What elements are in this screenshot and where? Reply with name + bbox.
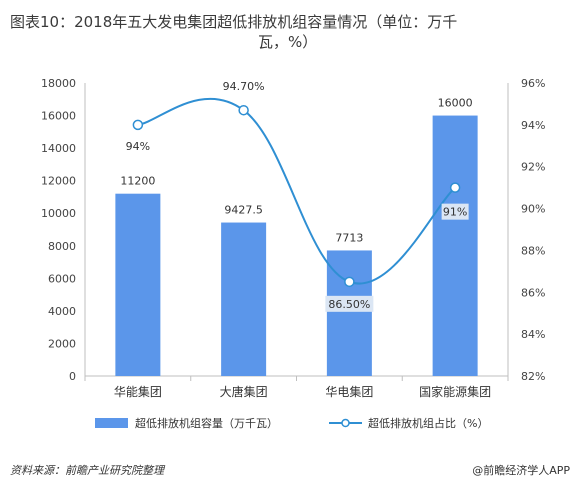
bar-data-label: 11200	[120, 175, 155, 188]
bar-data-label: 16000	[438, 97, 473, 110]
y-left-tick-label: 10000	[41, 207, 76, 220]
bar-data-label: 9427.5	[224, 204, 263, 217]
y-left-tick-label: 12000	[41, 175, 76, 188]
line-path	[137, 97, 456, 285]
line-point	[449, 182, 461, 193]
y-left-tick-label: 2000	[48, 337, 76, 350]
x-tick-label: 大唐集团	[220, 384, 268, 399]
line-series	[132, 97, 461, 288]
y-right-tick-label: 90%	[521, 203, 545, 216]
line-point	[132, 119, 144, 131]
x-tick-label: 华电集团	[325, 384, 373, 399]
source-note: 资料来源：前瞻产业研究院整理	[10, 464, 164, 477]
y-left-tick-label: 4000	[48, 305, 76, 318]
y-left-tick-label: 14000	[41, 142, 76, 155]
y-right-tick-label: 88%	[521, 244, 545, 257]
line-data-label: 94%	[126, 140, 150, 153]
combo-chart: 0 2000 4000 6000 8000 10000 12000 14000 16000 180…	[41, 77, 545, 430]
x-tick-label: 华能集团	[114, 384, 162, 399]
x-tick-label: 国家能源集团	[419, 384, 491, 399]
line-data-label: 86.50%	[328, 298, 370, 311]
y-right-tick-label: 96%	[521, 77, 545, 90]
chart-title-line1: 图表10：2018年五大发电集团超低排放机组容量情况（单位：万千	[10, 13, 458, 31]
line-data-label: 94.70%	[223, 80, 265, 93]
y-left-tick-label: 6000	[48, 272, 76, 285]
line-data-labels: 94% 94.70% 86.50% 91%	[126, 80, 469, 312]
bar	[221, 222, 267, 376]
brand-credit: @前瞻经济学人APP	[472, 464, 570, 477]
line-data-label: 91%	[443, 206, 467, 219]
footer: 资料来源：前瞻产业研究院整理 @前瞻经济学人APP	[10, 459, 570, 479]
line-label-box	[325, 295, 374, 312]
y-right-tick-label: 84%	[521, 328, 545, 341]
bar-data-label: 7713	[335, 231, 363, 244]
line-point	[344, 276, 355, 288]
x-tick-labels: 华能集团 大唐集团 华电集团 国家能源集团	[114, 384, 491, 399]
y-right-tick-label: 92%	[521, 161, 545, 174]
y-right-tick-label: 86%	[521, 286, 545, 299]
legend-swatch-marker	[341, 418, 350, 428]
y-left-tick-label: 16000	[41, 110, 76, 123]
line-label-box	[441, 203, 469, 220]
y-left-tick-label: 8000	[48, 240, 76, 253]
y-left-tick-label: 0	[69, 370, 76, 383]
bar-series	[115, 115, 478, 377]
legend-swatch-bar	[95, 418, 128, 428]
y-right-tick-label: 82%	[521, 370, 545, 383]
legend-label-line: 超低排放机组占比（%）	[368, 416, 488, 430]
line-point	[238, 104, 249, 116]
axes: 0 2000 4000 6000 8000 10000 12000 14000 16000 180…	[41, 77, 545, 383]
y-left-tick-label: 18000	[41, 77, 76, 90]
bar-data-labels: 11200 9427.5 7713 16000	[120, 97, 472, 245]
legend-label-bar: 超低排放机组容量（万千瓦）	[135, 416, 278, 430]
bar	[432, 115, 478, 377]
chart-title: 图表10：2018年五大发电集团超低排放机组容量情况（单位：万千 瓦，%）	[10, 12, 580, 52]
bar	[115, 193, 161, 376]
y-right-tick-label: 94%	[521, 119, 545, 132]
chart-title-line2: 瓦，%）	[258, 33, 318, 51]
legend: 超低排放机组容量（万千瓦） 超低排放机组占比（%）	[95, 416, 488, 430]
